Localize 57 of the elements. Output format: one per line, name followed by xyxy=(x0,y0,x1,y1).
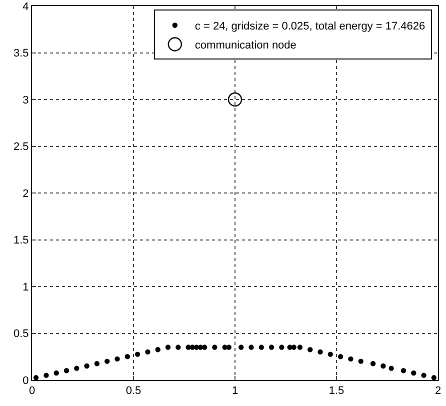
point xyxy=(268,344,274,350)
point xyxy=(104,358,110,364)
point xyxy=(64,368,70,374)
point xyxy=(114,356,120,362)
x-tick-label: 2 xyxy=(434,385,442,398)
point xyxy=(44,372,49,378)
point xyxy=(176,344,181,350)
point xyxy=(94,361,100,366)
point xyxy=(84,363,90,369)
point xyxy=(370,361,376,366)
point xyxy=(145,349,150,355)
point xyxy=(238,344,244,350)
point xyxy=(380,363,386,369)
y-tick-label: 1 xyxy=(22,281,29,294)
point xyxy=(134,352,140,357)
x-tick-label: 1.5 xyxy=(328,385,344,398)
y-tick-label: 3 xyxy=(22,94,29,106)
y-tick-label: 3.5 xyxy=(14,48,29,60)
point xyxy=(258,344,264,350)
point xyxy=(33,375,39,380)
point xyxy=(388,366,394,371)
point xyxy=(74,366,80,371)
point xyxy=(358,358,364,364)
point xyxy=(248,344,254,350)
x-tick-label: 0.5 xyxy=(126,385,142,398)
point xyxy=(338,354,344,360)
point xyxy=(308,347,313,352)
y-tick-label: 2 xyxy=(22,188,29,200)
point xyxy=(190,344,195,350)
point xyxy=(400,368,406,374)
x-tick-label: 1 xyxy=(232,385,238,398)
point xyxy=(222,344,228,350)
point xyxy=(291,344,296,350)
point xyxy=(348,356,354,362)
point xyxy=(431,375,437,380)
point xyxy=(279,344,284,350)
point xyxy=(297,344,303,350)
y-tick-label: 2.5 xyxy=(14,141,29,154)
point xyxy=(165,344,171,350)
y-tick-label: 0 xyxy=(22,374,29,387)
point xyxy=(186,344,191,350)
legend-label: communication node xyxy=(194,40,296,52)
y-tick-label: 4 xyxy=(22,0,29,13)
point xyxy=(226,344,232,350)
legend-label: c = 24, gridsize = 0.025, total energy = 17.4626 xyxy=(194,20,426,33)
point xyxy=(318,349,323,355)
point xyxy=(54,370,59,376)
point xyxy=(411,370,416,376)
point xyxy=(228,92,242,107)
point xyxy=(124,354,130,360)
y-tick-label: 0.5 xyxy=(14,328,29,340)
point xyxy=(287,344,292,350)
y-tick-label: 1.5 xyxy=(14,234,29,247)
point xyxy=(421,372,426,378)
point xyxy=(328,352,334,357)
point xyxy=(212,344,218,350)
point xyxy=(155,347,160,352)
